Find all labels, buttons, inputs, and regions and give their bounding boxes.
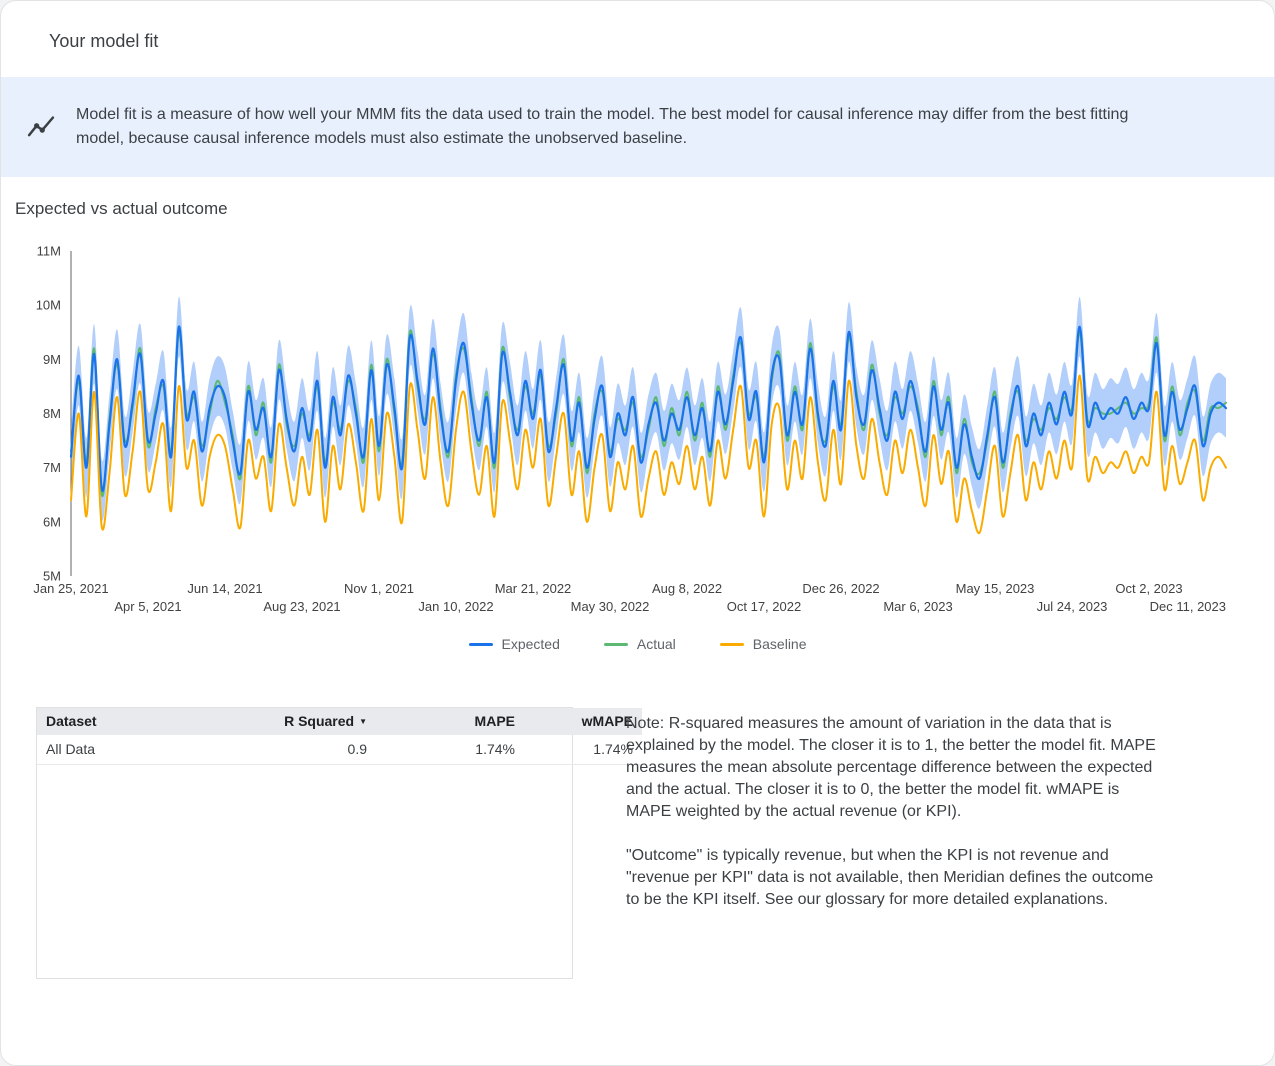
col-header-wmape-label: wMAPE [581,713,633,729]
insights-icon [26,112,56,142]
series-line-expected [69,325,1228,493]
y-tick-label: 10M [36,298,61,313]
x-tick-label: Dec 26, 2022 [802,581,879,596]
x-tick-label: Nov 1, 2021 [344,581,414,596]
legend-item-baseline: Baseline [719,635,807,653]
x-tick-label: Mar 21, 2022 [495,581,572,596]
info-banner: Model fit is a measure of how well your … [1,77,1274,177]
col-header-mape[interactable]: MAPE [376,708,524,735]
series-line-baseline [70,374,1227,535]
banner-text: Model fit is a measure of how well your … [76,106,1129,147]
col-header-mape-label: MAPE [474,713,515,729]
note-text: Note: R-squared measures the amount of v… [626,707,1166,911]
y-tick-label: 11M [37,244,61,259]
legend-label-actual: Actual [636,636,676,652]
x-tick-label: Aug 23, 2021 [263,599,340,614]
page-title: Your model fit [49,31,159,51]
note-paragraph-2: "Outcome" is typically revenue, but when… [626,847,1154,908]
col-header-r-squared-label: R Squared [284,713,355,729]
legend-item-actual: Actual [603,635,676,653]
y-tick-label: 8M [43,406,61,421]
legend-swatch-baseline [719,642,744,646]
legend-swatch-expected [468,642,493,646]
legend-label-expected: Expected [501,636,560,652]
card-header: Your model fit [1,1,1274,77]
fit-metrics-table: Dataset R Squared ▼ MAPE wMAPE [36,707,642,979]
x-tick-label: Dec 11, 2023 [1150,599,1226,614]
chart-area: 5M 6M 7M 8M 9M 10M 11M Jan 25, 2021 Apr 5, 2021 J… [13,241,1274,633]
cell-wmape: 1.74% [524,735,642,765]
table-header-row: Dataset R Squared ▼ MAPE wMAPE [37,708,642,735]
x-tick-label: Aug 8, 2022 [652,581,722,596]
x-tick-label: May 15, 2023 [956,581,1035,596]
cell-r-squared: 0.9 [213,735,376,765]
x-tick-label: Jan 25, 2021 [33,581,108,596]
x-tick-label: Jun 14, 2021 [187,581,262,596]
sort-caret-icon: ▼ [359,717,367,726]
col-header-wmape[interactable]: wMAPE [524,708,642,735]
chart-legend: Expected Actual Baseline [1,635,1274,653]
x-tick-label: Jan 10, 2022 [418,599,493,614]
y-tick-label: 6M [43,514,61,529]
col-header-dataset-label: Dataset [46,713,97,729]
legend-item-expected: Expected [468,635,560,653]
x-tick-label: Oct 17, 2022 [727,599,801,614]
y-tick-label: 9M [43,352,61,367]
cell-mape: 1.74% [376,735,524,765]
x-tick-label: Oct 2, 2023 [1115,581,1182,596]
col-header-dataset[interactable]: Dataset [37,708,213,735]
y-tick-label: 5M [43,569,61,584]
legend-swatch-actual [603,642,628,646]
y-tick-label: 7M [43,460,61,475]
model-fit-chart: 5M 6M 7M 8M 9M 10M 11M Jan 25, 2021 Apr 5, 2021 J… [33,244,1228,614]
confidence-band [71,296,1226,521]
bottom-section: Dataset R Squared ▼ MAPE wMAPE [36,707,1239,979]
chart-title: Expected vs actual outcome [15,199,228,218]
col-header-r-squared[interactable]: R Squared ▼ [213,708,376,735]
note-paragraph-1: Note: R-squared measures the amount of v… [626,715,1156,820]
cell-dataset: All Data [37,735,213,765]
x-tick-label: Apr 5, 2021 [114,599,181,614]
table-row: All Data 0.9 1.74% 1.74% [37,735,642,765]
x-tick-label: May 30, 2022 [571,599,650,614]
x-tick-label: Jul 24, 2023 [1037,599,1108,614]
legend-label-baseline: Baseline [752,636,807,652]
x-tick-label: Mar 6, 2023 [883,599,952,614]
